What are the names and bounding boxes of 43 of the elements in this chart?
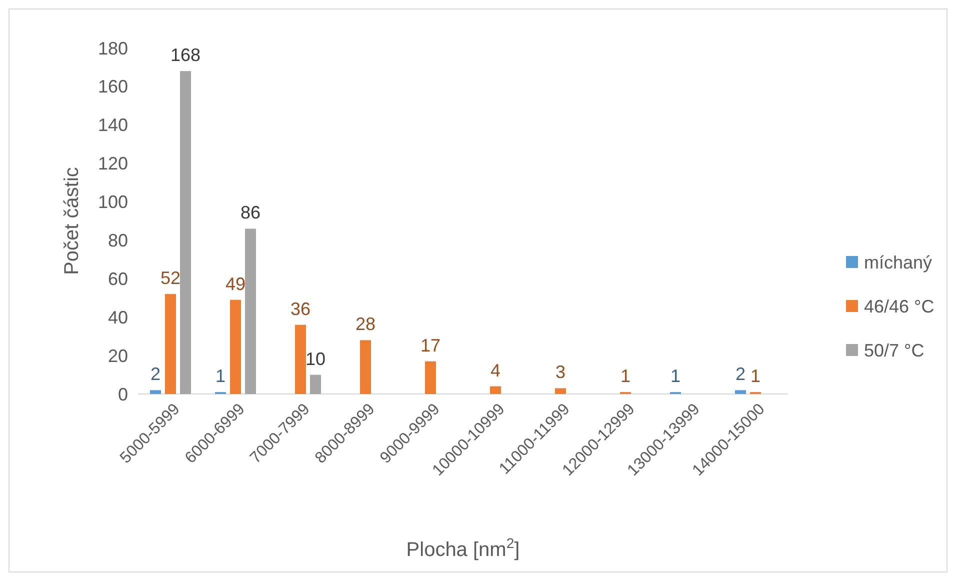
data-label: 2	[150, 364, 161, 384]
data-label: 86	[240, 202, 261, 223]
y-tick-label: 60	[108, 268, 128, 289]
bar	[555, 388, 566, 394]
data-label: 17	[420, 335, 441, 356]
data-label: 49	[225, 274, 246, 294]
y-tick-label: 0	[118, 384, 128, 404]
bar	[735, 390, 746, 394]
data-label: 10	[305, 348, 326, 369]
bar	[360, 340, 371, 394]
x-axis-title: Plocha [nm$^{2}$]	[406, 535, 520, 561]
bar	[245, 228, 256, 394]
y-tick-label: 140	[98, 115, 128, 136]
data-label: 28	[355, 314, 376, 334]
y-tick-label: 100	[98, 192, 128, 212]
bar	[230, 300, 241, 394]
y-tick-label: 20	[108, 346, 128, 366]
y-tick-label: 180	[98, 38, 128, 58]
y-axis-title: Počet částic	[61, 167, 83, 275]
data-label: 52	[160, 268, 181, 288]
bar	[180, 71, 191, 394]
data-label: 1	[750, 366, 761, 386]
legend-label: 46/46 °C	[864, 296, 934, 316]
data-label: 2	[735, 364, 746, 384]
bar	[165, 294, 176, 394]
data-label: 4	[490, 360, 501, 380]
bar	[310, 374, 321, 394]
y-tick-label: 80	[108, 230, 128, 251]
bar	[490, 386, 501, 394]
legend-label: 50/7 °C	[864, 340, 924, 360]
y-tick-label: 40	[108, 307, 128, 328]
legend-label: míchaný	[864, 252, 932, 272]
data-label: 36	[290, 298, 311, 319]
y-tick-label: 160	[98, 76, 128, 97]
data-label: 168	[170, 45, 201, 66]
data-label: 3	[555, 362, 566, 382]
bar	[295, 324, 306, 394]
data-label: 1	[670, 366, 681, 386]
bar	[425, 361, 436, 394]
data-label: 1	[215, 366, 226, 386]
bar	[150, 390, 161, 394]
y-tick-label: 120	[98, 154, 128, 174]
data-label: 1	[620, 366, 631, 386]
